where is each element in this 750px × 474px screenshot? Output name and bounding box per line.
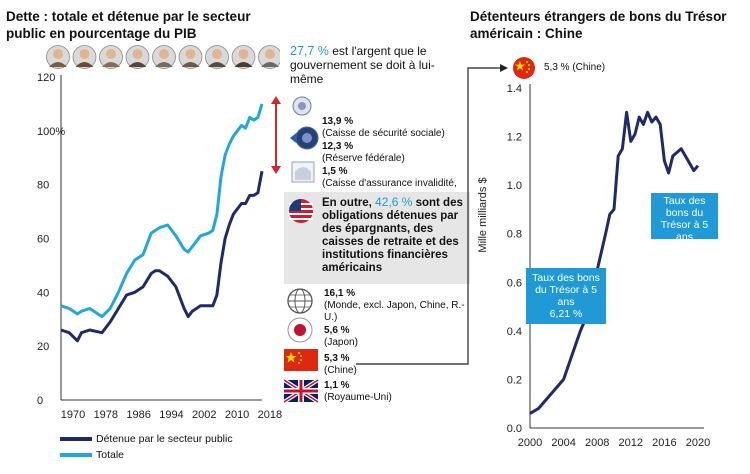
callout-rate-right: Taux des bons du Trésor à 5 ans 2,39 % [651, 193, 718, 239]
holder-label: (Caisse de sécurité sociale) [322, 128, 445, 139]
domestic-text: sont des obligations détenues par des ép… [322, 197, 463, 274]
left-chart-title: Dette : totale et détenue par le secteur… [6, 9, 251, 41]
right-y-axis-label: Mille milliards $ [477, 177, 489, 252]
right-y-tick-label: 0.0 [507, 423, 522, 435]
right-x-tick-label: 2012 [619, 437, 643, 449]
left-legend: Détenue par le secteur public Totale [60, 432, 290, 462]
holder-label: (Chine) [324, 365, 357, 376]
line-china [529, 110, 700, 415]
connector-arrow-head [500, 64, 508, 72]
foreign-flags [284, 288, 320, 404]
legend-swatch-public [60, 437, 92, 441]
right-chart-title: Détenteurs étrangers de bons du Trésor a… [470, 9, 727, 41]
holder-item-uk: 1,1 % (Royaume-Uni) [324, 380, 474, 404]
japan-flag-icon [287, 317, 313, 343]
domestic-holders-text: En outre, 42,6 % sont des obligations dé… [322, 196, 468, 275]
holder-label: (Monde, excl. Japon, Chine, R.-U.) [324, 300, 465, 323]
domestic-pct: 42,6 % [375, 195, 413, 209]
right-x-tick-label: 2008 [585, 437, 609, 449]
right-y-tick-label: 0.2 [507, 374, 522, 386]
red-arrow-head-down [271, 166, 281, 174]
right-x-tick-label: 2004 [551, 437, 575, 449]
uk-flag-icon [284, 378, 320, 404]
left-chart: 0 20 40 60 80 100% 120 1970 1978 1986 1994 2002 201… [37, 72, 282, 421]
legend-item-public: Détenue par le secteur public [60, 432, 290, 446]
right-y-tick-label: 1.4 [507, 83, 522, 95]
portrait-icon [72, 45, 97, 69]
holder-pct: 1,1 % [324, 380, 350, 391]
china-marker-icon [513, 57, 535, 79]
right-y-tick-label: 0.6 [507, 277, 522, 289]
left-x-tick-label: 2018 [258, 409, 282, 421]
right-y-tick-label: 1.0 [507, 180, 522, 192]
left-x-tick-label: 1994 [159, 409, 183, 421]
holder-pct: 5,6 % [324, 325, 350, 336]
right-x-tick-label: 2020 [686, 437, 710, 449]
china-marker-label: 5,3 % (Chine) [544, 62, 606, 73]
legend-label-total: Totale [96, 449, 125, 461]
left-x-tick-label: 2010 [225, 409, 249, 421]
right-y-tick-label: 0.8 [507, 229, 522, 241]
holder-label: (Japon) [324, 337, 358, 348]
right-y-tick-label: 0.4 [507, 326, 522, 338]
portrait-icon [258, 45, 282, 69]
holder-label: (Caisse d'assurance invalidité, [322, 178, 457, 189]
domestic-prefix: En outre, [322, 197, 376, 209]
portrait-icon [125, 45, 150, 69]
right-chart: 0.0 0.2 0.4 0.6 0.8 1.0 1.2 1.4 2000 2004 2008 201… [477, 83, 710, 449]
red-arrow-head-up [271, 96, 281, 104]
holder-pct: 16,1 % [324, 288, 356, 299]
left-x-tick-label: 1978 [94, 409, 118, 421]
legend-label-public: Détenue par le secteur public [96, 433, 233, 445]
holder-item-disability: 1,5 % (Caisse d'assurance invalidité, [322, 166, 472, 190]
portrait-icon [99, 45, 123, 69]
portrait-icon [46, 45, 70, 69]
right-x-tick-label: 2000 [518, 437, 542, 449]
holder-item-federal-reserve: 12,3 % (Réserve fédérale) [322, 141, 472, 165]
left-y-tick-label: 40 [37, 287, 49, 299]
right-y-tick-label: 1.2 [507, 132, 522, 144]
china-flag-icon [284, 349, 318, 371]
left-y-tick-label: 60 [37, 234, 49, 246]
holder-pct: 5,3 % [324, 353, 350, 364]
portrait-icon [205, 45, 229, 69]
holder-label: (Réserve fédérale) [322, 153, 405, 164]
president-portraits [46, 44, 282, 70]
holder-pct: 13,9 % [322, 116, 354, 127]
left-y-tick-label: 0 [37, 395, 43, 407]
globe-icon [287, 288, 313, 314]
callout-rate-left: Taux des bons du Trésor à 5 ans 6,21 % [526, 268, 606, 324]
holder-item-world: 16,1 % (Monde, excl. Japon, Chine, R.-U.… [324, 288, 474, 324]
headline-text: est l'argent que le gouvernement se doit… [290, 44, 435, 86]
left-y-tick-label: 20 [37, 341, 49, 353]
right-x-tick-label: 2016 [652, 437, 676, 449]
holder-item-china: 5,3 % (Chine) [324, 353, 474, 377]
seals-column [271, 96, 319, 183]
left-x-tick-label: 2002 [192, 409, 216, 421]
legend-swatch-total [60, 453, 92, 457]
holder-item-japan: 5,6 % (Japon) [324, 325, 474, 349]
portrait-icon [231, 45, 256, 69]
line-total [60, 103, 264, 319]
legend-item-total: Totale [60, 448, 290, 462]
portrait-icon [178, 45, 203, 69]
us-flag-icon [289, 199, 313, 223]
left-y-tick-label: 120 [37, 72, 55, 84]
holder-label: (Royaume-Uni) [324, 392, 392, 403]
headline: 27,7 % est l'argent que le gouvernement … [290, 44, 460, 86]
domestic-holders-box [284, 192, 470, 284]
portrait-icon [152, 45, 176, 69]
left-y-tick-label: 80 [37, 180, 49, 192]
left-x-tick-label: 1970 [61, 409, 85, 421]
line-public [60, 170, 264, 343]
holder-item-social-security: 13,9 % (Caisse de sécurité sociale) [322, 116, 472, 140]
headline-pct: 27,7 % [290, 44, 329, 58]
left-y-tick-label: 100% [37, 126, 65, 138]
holder-pct: 1,5 % [322, 166, 348, 177]
holder-pct: 12,3 % [322, 141, 354, 152]
left-x-tick-label: 1986 [126, 409, 150, 421]
